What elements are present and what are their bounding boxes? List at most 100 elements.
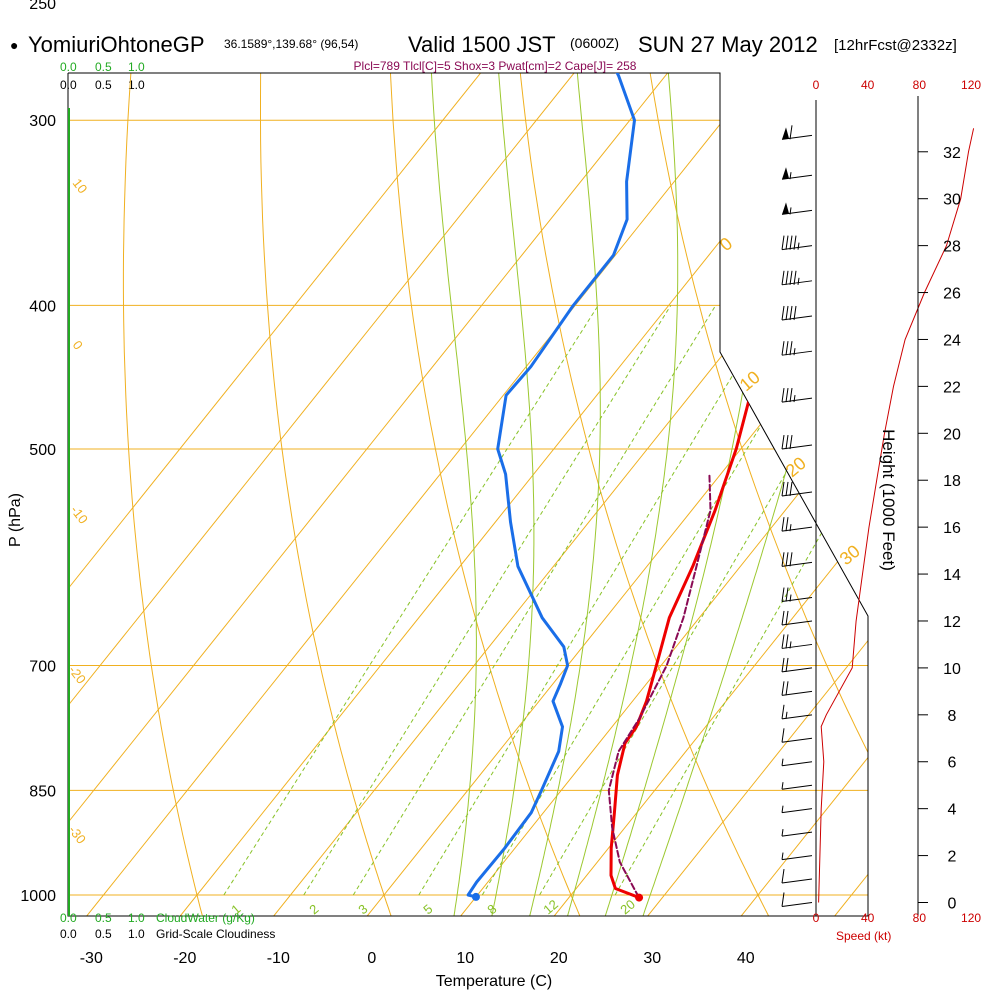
isotherm-line bbox=[825, 73, 868, 916]
isotherm-label: -10 bbox=[68, 503, 91, 527]
wind-barb-staff bbox=[781, 667, 813, 673]
wind-barb-flag bbox=[781, 728, 785, 743]
wind-barb-staff bbox=[781, 597, 813, 603]
grid-lines bbox=[68, 73, 868, 916]
height-tick-label: 14 bbox=[943, 567, 961, 584]
wind-barb-flag bbox=[785, 305, 789, 321]
wind-barb-flag bbox=[781, 610, 785, 626]
dry-adiabat-line bbox=[260, 73, 398, 916]
wind-barb bbox=[781, 829, 813, 837]
wind-speed-profile bbox=[818, 128, 975, 903]
cloudiness-tick-top: 1.0 bbox=[128, 78, 145, 92]
mixing-ratio-label: 5 bbox=[420, 901, 435, 917]
dewpoint-profile bbox=[466, 73, 636, 899]
wind-barb bbox=[781, 552, 813, 567]
wind-barb-staff bbox=[781, 808, 813, 814]
wind-barb-staff bbox=[781, 878, 813, 884]
surface-dewpoint-marker bbox=[471, 892, 480, 901]
temperature-tick-label: 0 bbox=[367, 950, 376, 967]
isotherm-line bbox=[732, 73, 868, 916]
wind-barb-half-flag bbox=[781, 805, 784, 813]
wind-barb-flag bbox=[785, 681, 789, 696]
height-tick-label: 32 bbox=[943, 145, 961, 162]
dry-adiabat-line bbox=[511, 73, 778, 916]
wind-barb-staff bbox=[781, 902, 813, 907]
pressure-tick-label: 250 bbox=[29, 0, 56, 13]
pressure-tick-label: 1000 bbox=[20, 888, 56, 905]
wind-barb-flag bbox=[789, 125, 793, 140]
wind-barb-flag bbox=[781, 681, 785, 696]
height-tick-label: 10 bbox=[943, 661, 961, 678]
height-tick-label: 12 bbox=[943, 614, 961, 631]
mixing-ratio-line bbox=[539, 305, 868, 896]
cloud-scale-bottom: 0.0 0.5 1.0 CloudWater (g/Kg) 0.0 0.5 1.… bbox=[60, 911, 275, 941]
wind-barb-staff bbox=[781, 444, 813, 450]
wind-barb-flag bbox=[789, 270, 793, 285]
speed-axis-title: Speed (kt) bbox=[836, 929, 891, 943]
wind-barb bbox=[781, 868, 813, 884]
wind-barb-half-flag bbox=[781, 758, 784, 766]
wind-barb-half-flag bbox=[781, 829, 784, 837]
wind-barb-flag bbox=[785, 235, 789, 250]
wind-barb-staff bbox=[781, 397, 813, 403]
wind-barb-flag bbox=[781, 305, 785, 321]
wind-barb-flag bbox=[785, 481, 789, 497]
wind-barb-flag bbox=[793, 270, 797, 285]
height-tick-label: 18 bbox=[943, 473, 961, 490]
height-tick-label: 22 bbox=[943, 379, 961, 396]
wind-barb-half-flag bbox=[789, 594, 792, 602]
wind-barb-flag bbox=[781, 481, 785, 497]
wind-barb-flag bbox=[781, 704, 785, 719]
wind-barb-flag bbox=[793, 235, 797, 250]
height-tick-label: 0 bbox=[948, 896, 957, 913]
cloudwater-tick-top: 0.5 bbox=[95, 60, 112, 74]
station-name: YomiuriOhtoneGP bbox=[28, 32, 205, 57]
height-tick-label: 6 bbox=[948, 755, 957, 772]
wind-barb bbox=[781, 782, 813, 790]
pressure-tick-label: 300 bbox=[29, 113, 56, 130]
wind-barb-flag bbox=[785, 270, 789, 285]
wind-barb-half-flag bbox=[793, 348, 796, 356]
wind-barb bbox=[781, 704, 813, 720]
wind-barb-staff bbox=[781, 491, 813, 497]
cloudiness-tick-bottom: 0.5 bbox=[95, 927, 112, 941]
dry-adiabat-label: 30 bbox=[836, 541, 864, 569]
wind-barb bbox=[781, 634, 813, 649]
wind-barb-flag bbox=[785, 634, 789, 649]
wind-barb bbox=[781, 481, 813, 497]
wind-barb-staff bbox=[781, 350, 813, 356]
temperature-tick-label: -10 bbox=[267, 950, 290, 967]
cloudwater-tick-bottom: 1.0 bbox=[128, 911, 145, 925]
wind-barb-staff bbox=[781, 174, 813, 180]
mixing-ratio-label: 12 bbox=[540, 897, 561, 918]
wind-barb bbox=[781, 517, 813, 532]
speed-tick-label-top: 0 bbox=[813, 78, 820, 92]
wind-barb-staff bbox=[781, 620, 813, 626]
speed-tick-label-bottom: 120 bbox=[961, 911, 981, 925]
wind-barb-flag bbox=[781, 587, 785, 602]
cloudwater-tick-top: 1.0 bbox=[128, 60, 145, 74]
wind-barb bbox=[781, 305, 813, 321]
mixing-ratio-line bbox=[614, 305, 868, 896]
wind-barb-flag bbox=[781, 868, 785, 884]
wind-barb-flag bbox=[785, 517, 789, 532]
moist-adiabat-line bbox=[638, 73, 868, 916]
wind-barb-half-flag bbox=[789, 207, 792, 215]
speed-tick-label-bottom: 80 bbox=[913, 911, 927, 925]
wind-barb-flag bbox=[789, 341, 793, 356]
wind-barb-pennant bbox=[782, 202, 789, 215]
wind-barb bbox=[781, 657, 813, 673]
wind-barb-half-flag bbox=[781, 852, 784, 860]
pressure-tick-label: 400 bbox=[29, 298, 56, 315]
speed-tick-label-bottom: 0 bbox=[813, 911, 820, 925]
isotherm-line bbox=[68, 73, 725, 916]
wind-barb-flag bbox=[781, 517, 785, 532]
wind-barb bbox=[781, 681, 813, 696]
mixing-ratio-line bbox=[223, 305, 599, 896]
wind-barb-flag bbox=[789, 552, 793, 567]
isotherm-line bbox=[68, 73, 631, 916]
temperature-tick-label: 20 bbox=[550, 950, 568, 967]
wind-barb-flag bbox=[781, 341, 785, 356]
sounding-profiles bbox=[466, 73, 764, 902]
